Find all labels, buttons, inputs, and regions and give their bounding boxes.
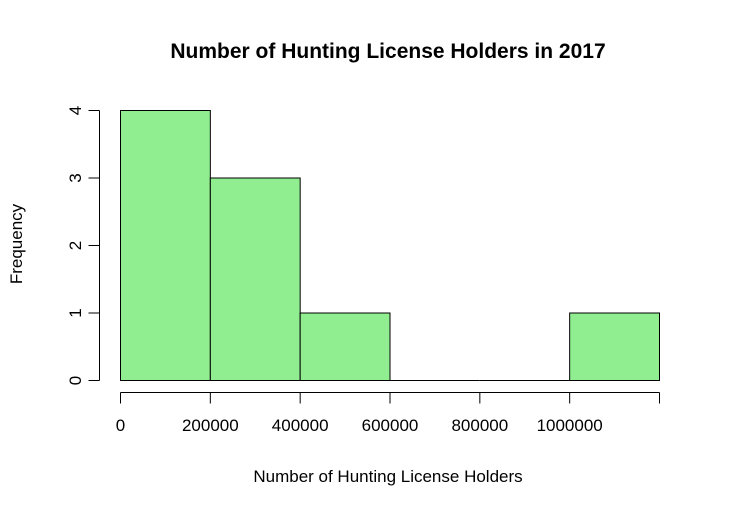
- y-tick-label-4: 4: [66, 106, 85, 115]
- histogram-bar-5: [569, 312, 661, 381]
- x-tick-label-2: 400000: [272, 416, 329, 435]
- histogram-bar-2: [299, 312, 391, 381]
- chart-title: Number of Hunting License Holders in 201…: [170, 40, 605, 63]
- bars-group: [120, 110, 661, 381]
- y-tick-label-0: 0: [66, 376, 85, 385]
- x-axis: 0 200000 400000 600000 800000 1000000: [116, 392, 660, 435]
- histogram-bar-1: [209, 177, 301, 381]
- x-tick-label-1: 200000: [182, 416, 239, 435]
- x-tick-label-0: 0: [116, 416, 125, 435]
- y-axis: 0 1 2 3 4: [66, 106, 100, 385]
- y-tick-label-1: 1: [66, 308, 85, 317]
- y-tick-label-3: 3: [66, 173, 85, 182]
- y-axis-label: Frequency: [7, 203, 26, 284]
- x-axis-label: Number of Hunting License Holders: [253, 467, 522, 486]
- histogram-bar-0: [120, 110, 211, 381]
- y-tick-label-2: 2: [66, 241, 85, 250]
- x-tick-label-3: 600000: [362, 416, 419, 435]
- x-tick-label-4: 800000: [451, 416, 508, 435]
- x-tick-label-5: 1000000: [537, 416, 603, 435]
